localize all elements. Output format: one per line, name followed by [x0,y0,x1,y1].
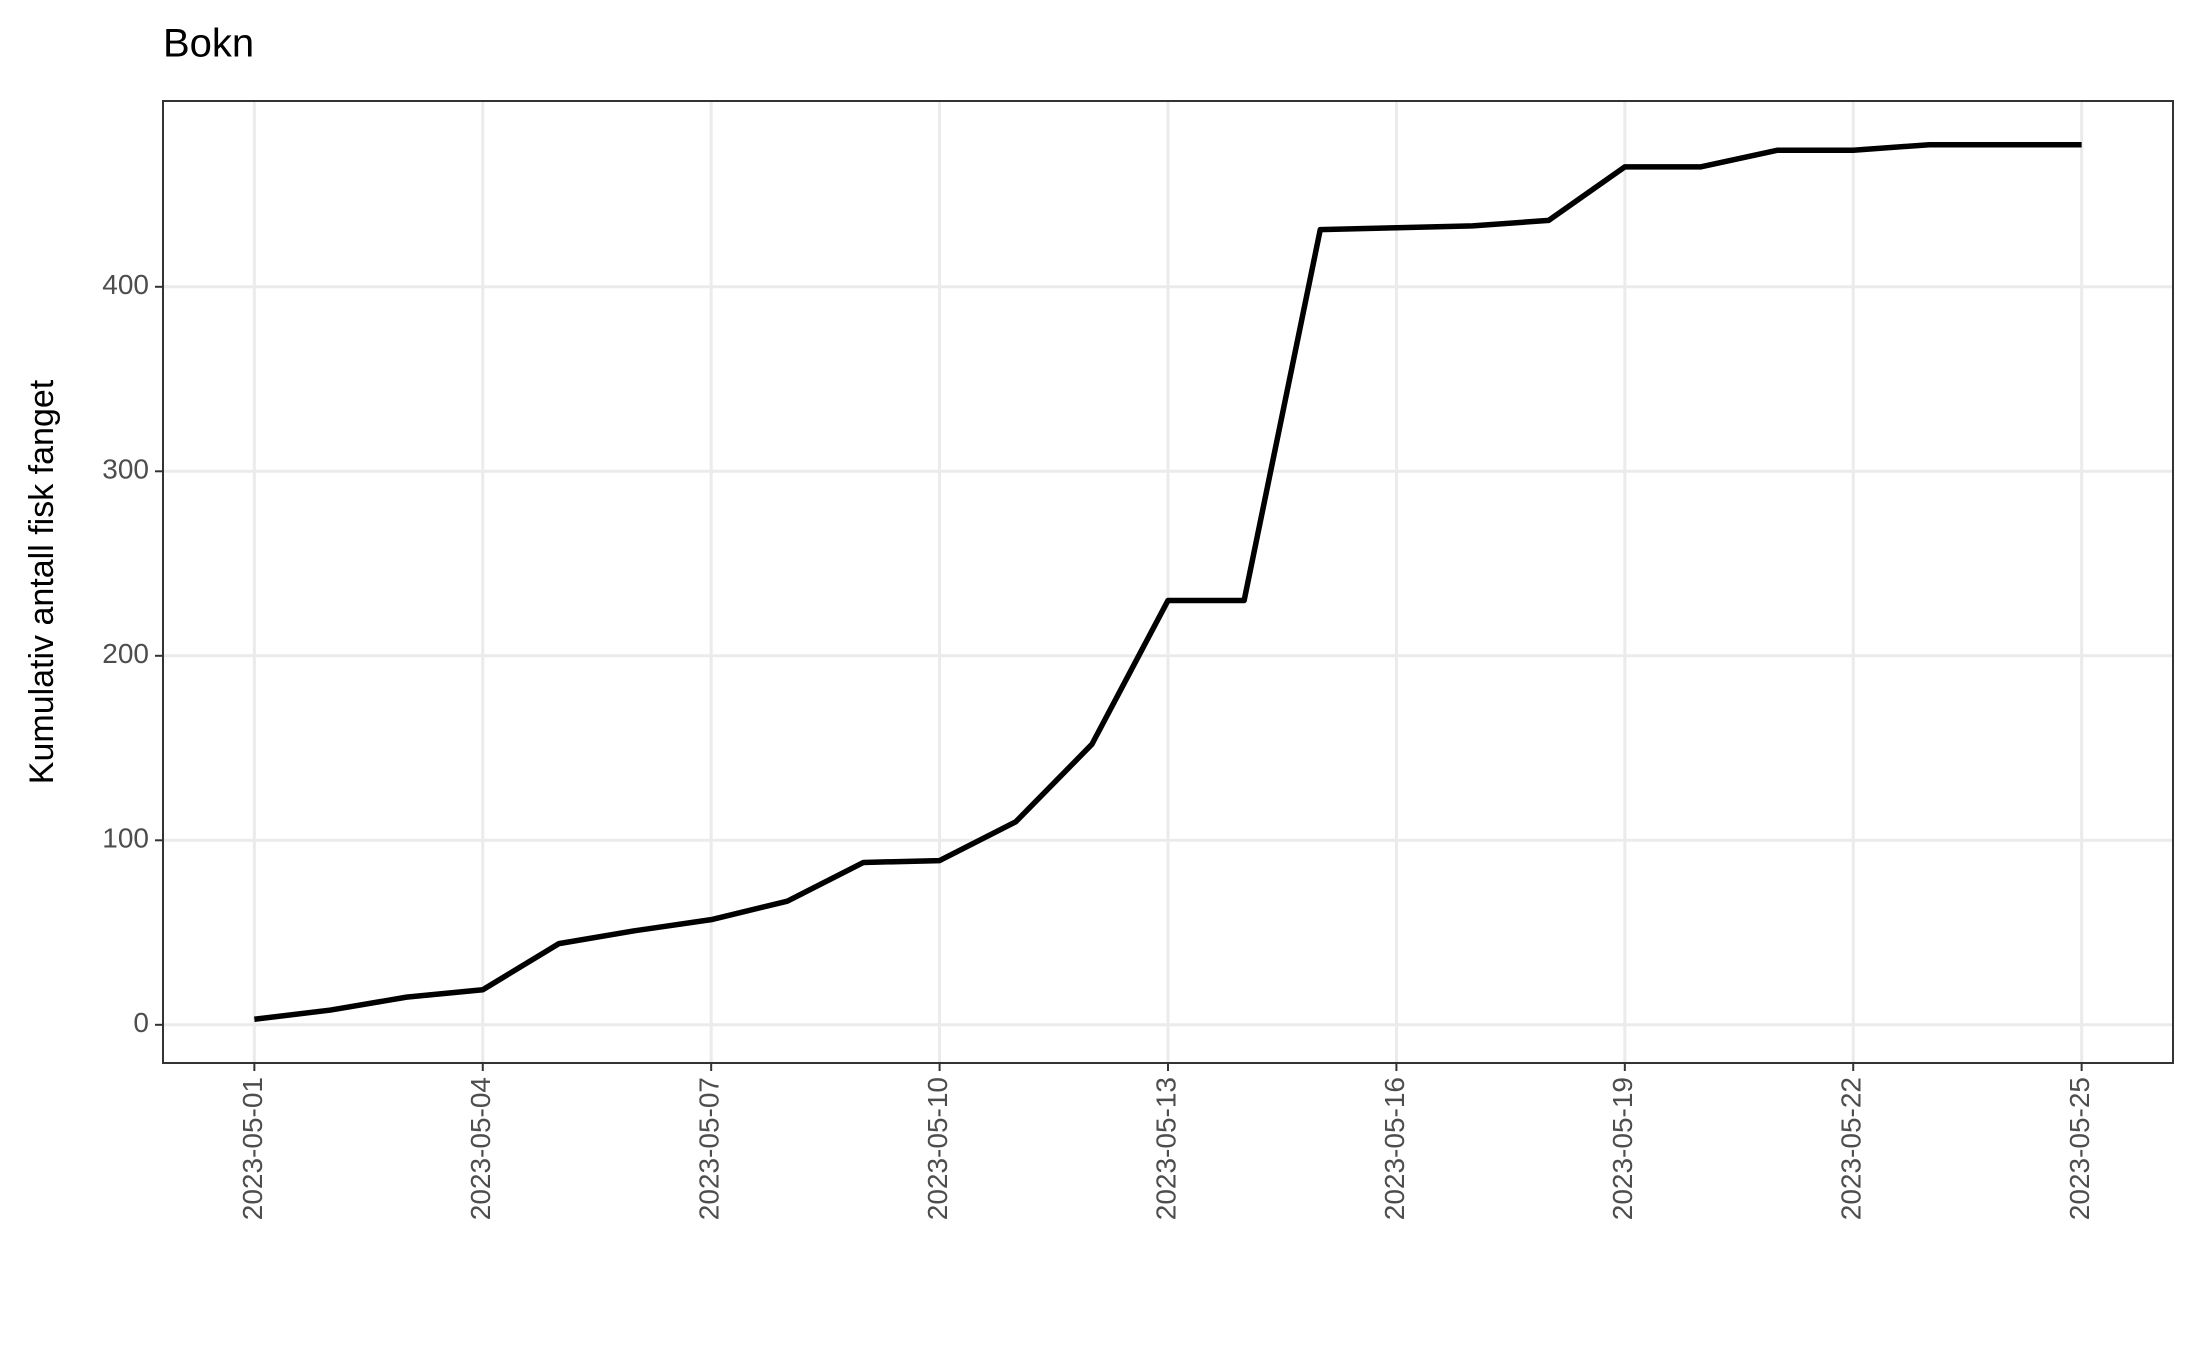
x-tick-label: 2023-05-22 [1836,1077,1867,1220]
panel-border [162,100,2174,1064]
data-line [254,141,2082,1023]
y-tick-label: 100 [102,823,149,854]
x-tick-label: 2023-05-13 [1150,1077,1181,1220]
y-axis-title: Kumulativ antall fisk fanget [23,379,61,784]
x-tick-label: 2023-05-01 [237,1077,268,1220]
x-tick-label: 2023-05-10 [922,1077,953,1220]
y-tick-label: 0 [133,1007,149,1038]
x-tick-label: 2023-05-16 [1379,1077,1410,1220]
x-tick-label: 2023-05-25 [2064,1077,2095,1220]
x-tick-label: 2023-05-07 [694,1077,725,1220]
x-tick-label: 2023-05-04 [465,1077,496,1220]
chart-title: Bokn [163,22,254,66]
y-tick-label: 400 [102,269,149,300]
y-tick-label: 300 [102,454,149,485]
y-tick-label: 200 [102,638,149,669]
x-tick-label: 2023-05-19 [1607,1077,1638,1220]
